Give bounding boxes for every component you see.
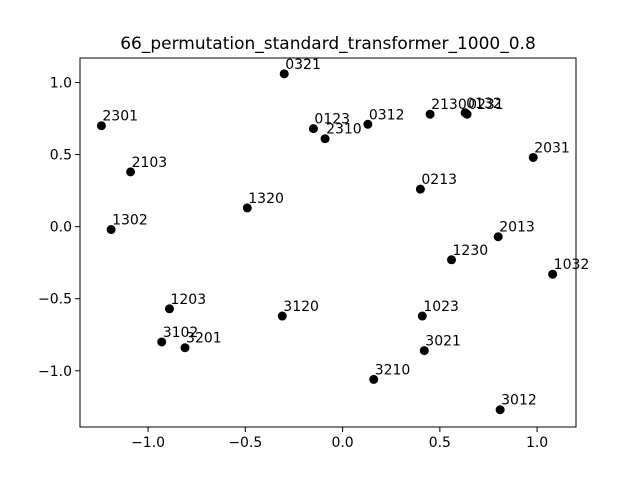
point-label-0213: 0213 <box>421 172 457 188</box>
scatter-point-1302 <box>106 225 116 235</box>
point-label-2031: 2031 <box>534 140 570 156</box>
point-label-2103: 2103 <box>132 155 168 171</box>
scatter-point-1230 <box>447 255 457 265</box>
point-label-1302: 1302 <box>112 213 148 229</box>
point-label-1032: 1032 <box>554 257 590 273</box>
scatter-point-1032 <box>548 269 558 279</box>
scatter-point-2013 <box>493 232 503 242</box>
point-label-0312: 0312 <box>369 107 405 123</box>
scatter-point-0123 <box>308 124 318 134</box>
point-label-3021: 3021 <box>425 334 461 350</box>
point-label-3210: 3210 <box>375 362 411 378</box>
point-label-2013: 2013 <box>499 220 535 236</box>
point-label-2310: 2310 <box>326 122 362 138</box>
scatter-point-2130 <box>425 109 435 119</box>
scatter-point-1320 <box>242 203 252 213</box>
scatter-point-2031 <box>528 152 538 162</box>
ticks-layer: −1.0 −0.5 0.0 0.5 1.0 1.0 0.5 0.0 −0.5 −1.0 <box>38 76 548 451</box>
point-label-1203: 1203 <box>170 292 206 308</box>
scatter-point-3102 <box>157 337 167 347</box>
x-tick-label: 1.0 <box>526 435 548 451</box>
scatter-point-2301 <box>96 121 106 131</box>
y-tick-label: −0.5 <box>38 292 72 308</box>
scatter-point-0312 <box>363 119 373 129</box>
point-label-0132: 0132 <box>466 96 502 112</box>
scatter-point-3012 <box>495 405 505 415</box>
scatter-point-0321 <box>279 69 289 79</box>
plot-area-frame <box>79 57 577 428</box>
point-label-1320: 1320 <box>248 191 284 207</box>
scatter-point-3021 <box>419 346 429 356</box>
point-label-1230: 1230 <box>453 243 489 259</box>
x-tick-label: 0.0 <box>331 435 353 451</box>
scatter-point-2103 <box>126 167 136 177</box>
scatter-point-0213 <box>415 184 425 194</box>
point-label-3012: 3012 <box>501 393 537 409</box>
point-label-0231: 0231 <box>468 97 504 113</box>
scatter-point-3120 <box>277 311 287 321</box>
scatter-point-1203 <box>164 304 174 314</box>
y-tick-label: 0.5 <box>50 148 72 164</box>
x-tick-label: −1.0 <box>131 435 165 451</box>
x-tick-label: 0.5 <box>429 435 451 451</box>
point-label-0321: 0321 <box>285 57 321 73</box>
y-tick-label: −1.0 <box>38 364 72 380</box>
point-label-1023: 1023 <box>423 299 459 315</box>
point-label-3201: 3201 <box>186 331 222 347</box>
scatter-point-3201 <box>180 343 190 353</box>
scatter-point-3210 <box>369 374 379 384</box>
point-label-0123: 0123 <box>314 112 350 128</box>
chart-title: 66_permutation_standard_transformer_1000… <box>120 34 536 54</box>
point-label-2301: 2301 <box>102 109 138 125</box>
x-tick-label: −0.5 <box>228 435 262 451</box>
point-label-2130: 2130 <box>431 97 467 113</box>
points-layer <box>96 69 558 415</box>
y-tick-label: 1.0 <box>50 76 72 92</box>
point-label-3102: 3102 <box>163 325 199 341</box>
scatter-point-1023 <box>417 311 427 321</box>
scatter-point-0231 <box>462 109 472 119</box>
y-tick-label: 0.0 <box>50 220 72 236</box>
point-label-3120: 3120 <box>283 299 319 315</box>
scatter-point-2310 <box>320 134 330 144</box>
